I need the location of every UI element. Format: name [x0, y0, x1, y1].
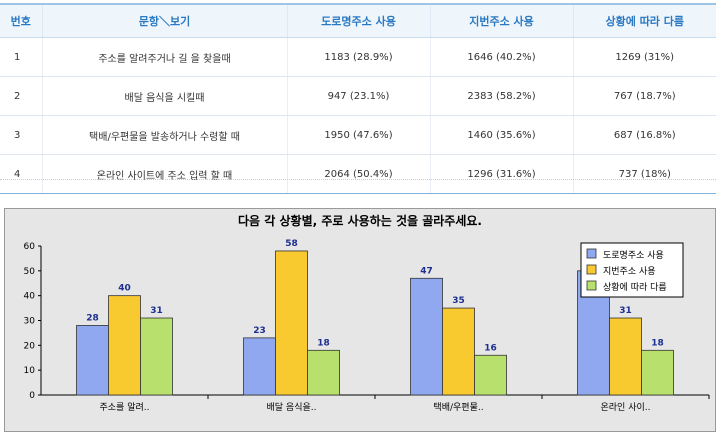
- row-road-count: 947 (23.1%): [286, 76, 430, 116]
- table-row: 4 온라인 사이트에 주소 입력 할 때 2064 (50.4%) 1296 (…: [0, 154, 716, 194]
- table-row: 3 택배/우편물을 발송하거나 수령할 때 1950 (47.6%) 1460 …: [0, 115, 716, 155]
- header-depends: 상황에 따라 다름: [572, 3, 716, 38]
- y-tick-label: 30: [24, 317, 36, 327]
- header-road-address: 도로명주소 사용: [286, 3, 430, 38]
- table-header-row: 번호 문항＼보기 도로명주소 사용 지번주소 사용 상황에 따라 다름: [0, 3, 716, 38]
- data-label: 40: [118, 284, 131, 294]
- row-question: 택배/우편물을 발송하거나 수령할 때: [41, 115, 287, 155]
- legend-box: [580, 242, 684, 298]
- y-tick-label: 50: [24, 267, 36, 277]
- bar: [307, 349, 340, 396]
- bar: [243, 337, 276, 396]
- bar: [275, 250, 308, 396]
- x-tick-label: 주소를 알려..: [100, 402, 150, 413]
- row-road-count: 1950 (47.6%): [286, 115, 430, 155]
- row-lot-count: 1296 (31.6%): [429, 154, 573, 194]
- y-tick-label: 0: [29, 391, 35, 401]
- row-lot-count: 1646 (40.2%): [429, 37, 573, 77]
- row-depends-count: 1269 (31%): [572, 37, 716, 77]
- bar: [442, 307, 475, 396]
- y-tick-label: 60: [24, 242, 36, 252]
- data-label: 18: [317, 338, 330, 348]
- header-question: 문항＼보기: [41, 3, 287, 38]
- row-question: 주소를 알려주거나 길 을 찾을때: [41, 37, 287, 77]
- bar: [641, 349, 674, 396]
- row-depends-count: 737 (18%): [572, 154, 716, 194]
- row-question: 온라인 사이트에 주소 입력 할 때: [41, 154, 287, 194]
- results-table: 번호 문항＼보기 도로명주소 사용 지번주소 사용 상황에 따라 다름 1 주소…: [0, 3, 716, 194]
- row-number: 2: [0, 76, 42, 116]
- x-tick-label: 배달 음식을..: [267, 401, 317, 413]
- row-number: 1: [0, 37, 42, 77]
- data-label: 31: [150, 306, 163, 316]
- table-bottom-divider: [0, 179, 716, 183]
- data-label: 23: [253, 326, 266, 336]
- bar: [76, 325, 109, 396]
- table-row: 2 배달 음식을 시킬때 947 (23.1%) 2383 (58.2%) 76…: [0, 76, 716, 116]
- legend-entry: 도로명주소 사용: [603, 250, 664, 261]
- chart-title: 다음 각 상황별, 주로 사용하는 것을 골라주세요.: [238, 213, 482, 228]
- legend-entry: 상황에 따라 다름: [603, 282, 667, 293]
- row-depends-count: 687 (16.8%): [572, 115, 716, 155]
- chart-panel: 다음 각 상황별, 주로 사용하는 것을 골라주세요. 0 10 20 30 40 50 6…: [4, 208, 716, 432]
- row-lot-count: 1460 (35.6%): [429, 115, 573, 155]
- data-label: 35: [452, 296, 465, 306]
- row-depends-count: 767 (18.7%): [572, 76, 716, 116]
- bar: [410, 277, 443, 396]
- legend-swatch: [586, 264, 597, 275]
- legend-entry: 지번주소 사용: [603, 266, 656, 277]
- data-label: 58: [285, 239, 298, 249]
- table-row: 1 주소를 알려주거나 길 을 찾을때 1183 (28.9%) 1646 (4…: [0, 37, 716, 77]
- data-label: 31: [619, 306, 632, 316]
- legend-swatch: [586, 248, 597, 259]
- row-number: 3: [0, 115, 42, 155]
- data-label: 16: [484, 343, 497, 353]
- header-lot-address: 지번주소 사용: [429, 3, 573, 38]
- data-label: 47: [420, 266, 433, 276]
- header-number: 번호: [0, 3, 42, 38]
- bar-chart: 다음 각 상황별, 주로 사용하는 것을 골라주세요. 0 10 20 30 40 50 6…: [24, 213, 710, 413]
- data-label: 28: [86, 313, 99, 323]
- y-tick-label: 40: [24, 292, 36, 302]
- bar: [108, 295, 141, 396]
- bar: [609, 317, 642, 396]
- legend-swatch: [586, 280, 597, 291]
- row-road-count: 1183 (28.9%): [286, 37, 430, 77]
- row-lot-count: 2383 (58.2%): [429, 76, 573, 116]
- row-question: 배달 음식을 시킬때: [41, 76, 287, 116]
- x-tick-label: 택배/우편물..: [433, 401, 483, 413]
- bar: [474, 354, 507, 396]
- x-tick-label: 온라인 사이..: [601, 402, 651, 413]
- y-tick-label: 10: [24, 366, 36, 376]
- row-number: 4: [0, 154, 42, 194]
- data-label: 18: [651, 338, 664, 348]
- bar: [140, 317, 173, 396]
- row-road-count: 2064 (50.4%): [286, 154, 430, 194]
- y-tick-label: 20: [24, 341, 36, 351]
